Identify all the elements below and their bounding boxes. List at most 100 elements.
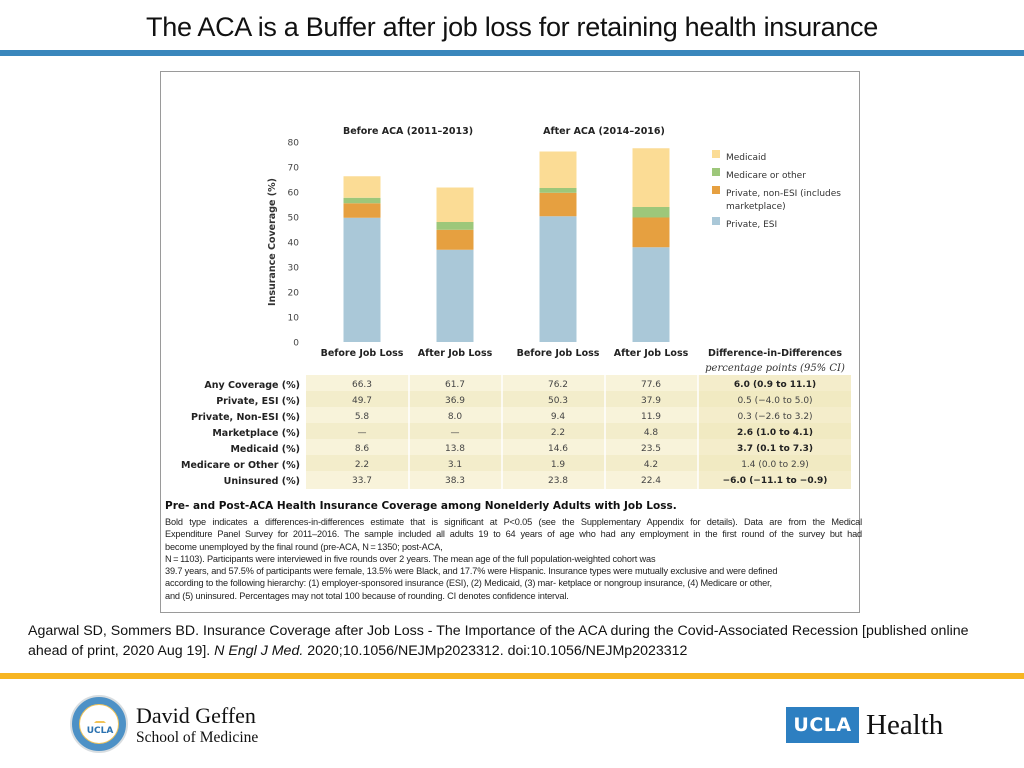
bar-segment-medicare-or-other [539,188,577,193]
bar-segment-private-non-esi-includes-marketplace [436,229,474,250]
bar-segment-private-esi [343,217,381,342]
table-cell: 49.7 [352,396,372,406]
x-category-label: After Job Loss [614,348,689,359]
table-cell: 76.2 [548,380,568,390]
table-diff-cell: 0.5 (−4.0 to 5.0) [737,396,812,406]
table-cell: 8.0 [448,412,463,422]
table-diff-cell: 2.6 (1.0 to 4.1) [737,428,813,438]
legend-label: Private, non-ESI (includes [726,189,841,199]
table-row-band [306,391,851,407]
table-cell: 36.9 [445,396,465,406]
legend-label: Medicaid [726,153,766,163]
legend-swatch [712,186,720,194]
y-tick-label: 0 [293,339,299,349]
bar-segment-private-esi [632,247,670,342]
bar-segment-medicare-or-other [436,222,474,230]
y-tick-label: 50 [288,214,300,224]
bar-segment-medicaid [539,151,577,188]
table-row-label: Medicare or Other (%) [181,460,300,471]
table-cell: — [451,428,460,438]
table-cell: 11.9 [641,412,661,422]
group-label: Before ACA (2011–2013) [343,126,473,137]
table-diff-cell: 0.3 (−2.6 to 3.2) [737,412,812,422]
bar-segment-medicaid [343,176,381,198]
slide-title: The ACA is a Buffer after job loss for r… [146,12,878,42]
table-cell: 77.6 [641,380,661,390]
table-row-label: Marketplace (%) [212,428,300,439]
table-row-label: Medicaid (%) [230,444,300,455]
bar-segment-medicaid [632,148,670,207]
table-row-label: Private, ESI (%) [216,396,300,407]
y-tick-label: 80 [288,139,300,149]
caption-line: according to the following hierarchy: (1… [165,578,772,589]
table-cell: 38.3 [445,476,465,486]
legend-swatch [712,168,720,176]
figure-panel: 0 10 20 30 40 50 60 70 80 Insurance Coverage (%) B… [160,71,860,613]
ucla-health-logo: UCLA Health [786,707,956,745]
diff-header: Difference-in-Differences [708,348,842,359]
table-cell: 37.9 [641,396,661,406]
table-row-band [306,423,851,439]
legend-swatch [712,217,720,225]
ucla-health-box: UCLA [786,707,859,743]
dgsom-subtitle: School of Medicine [136,729,259,746]
diff-column-band [698,375,851,489]
caption-line: 39.7 years, and 57.5% of participants we… [165,566,778,577]
y-tick-label: 30 [288,264,300,274]
table-cell: 5.8 [355,412,370,422]
table-cell: 8.6 [355,444,370,454]
y-axis-label: Insurance Coverage (%) [267,178,278,306]
table-cell: 66.3 [352,380,372,390]
bar-segment-medicare-or-other [632,207,670,218]
legend-label: Medicare or other [726,171,806,181]
table-diff-cell: 1.4 (0.0 to 2.9) [741,460,809,470]
y-tick-label: 20 [288,289,300,299]
dgsom-logo: UCLA David Geffen School of Medicine [70,695,270,757]
citation-text: Agarwal SD, Sommers BD. Insurance Covera… [28,623,969,659]
caption-title: Pre- and Post-ACA Health Insurance Cover… [165,500,677,512]
diff-subheader: percentage points (95% CI) [705,363,845,374]
legend-label: marketplace) [726,202,786,212]
bar-segment-medicaid [436,187,474,222]
table-row-label: Any Coverage (%) [204,380,300,391]
table-cell: 4.8 [644,428,659,438]
bar-segment-private-esi [436,249,474,342]
table-diff-cell: 6.0 (0.9 to 11.1) [734,380,816,390]
caption-line: N = 1103). Participants were interviewed… [165,553,656,564]
caption-line: Expenditure Panel Survey for 2011–2016. … [165,529,862,540]
title-divider [0,50,1024,56]
table-cell: 61.7 [445,380,465,390]
table-row-band [306,455,851,471]
caption-line: and (5) uninsured. Percentages may not t… [165,590,569,601]
table-cell: 13.8 [445,444,465,454]
table-cell: 14.6 [548,444,568,454]
table-cell: 4.2 [644,460,658,470]
citation-doi: 2020;10.1056/NEJMp2023312. doi:10.1056/N… [303,643,688,659]
caption-line: Bold type indicates a differences-in-dif… [165,517,862,527]
table-cell: 3.1 [448,460,462,470]
table-row-label: Private, Non-ESI (%) [191,412,300,423]
table-cell: — [358,428,367,438]
table-cell: 1.9 [551,460,566,470]
seal-text: UCLA [86,726,114,736]
dgsom-name: David Geffen [136,703,256,728]
x-category-label: Before Job Loss [321,348,404,359]
table-diff-cell: 3.7 (0.1 to 7.3) [737,444,813,454]
legend-swatch [712,150,720,158]
bar-segment-medicare-or-other [343,197,381,204]
legend-label: Private, ESI [726,220,777,230]
table-cell: 22.4 [641,476,661,486]
footer-divider [0,673,1024,679]
y-tick-label: 40 [288,239,300,249]
table-cell: 50.3 [548,396,568,406]
bar-segment-private-non-esi-includes-marketplace [539,192,577,217]
torch-icon [94,709,106,723]
caption-body: Bold type indicates a differences-in-dif… [165,516,862,602]
stacked-bar-chart: 0 10 20 30 40 50 60 70 80 Insurance Coverage (%) B… [181,126,851,489]
bar-segment-private-non-esi-includes-marketplace [343,203,381,218]
y-tick-label: 70 [288,164,300,174]
ucla-health-word: Health [866,709,944,741]
table-row-label: Uninsured (%) [224,476,300,487]
table-cell: 33.7 [352,476,372,486]
x-category-label: After Job Loss [418,348,493,359]
